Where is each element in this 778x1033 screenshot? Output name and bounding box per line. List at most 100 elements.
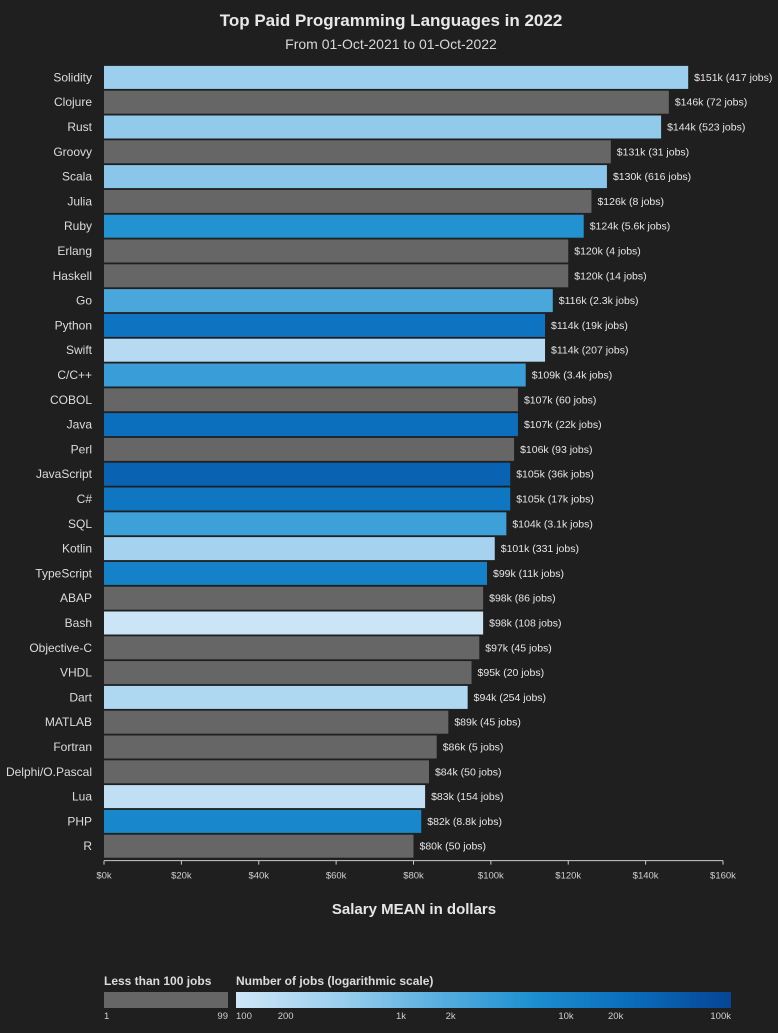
- category-label: R: [83, 839, 92, 853]
- value-label: $105k (17k jobs): [516, 494, 594, 506]
- bar-perl: [104, 437, 515, 461]
- value-label: $83k (154 jobs): [431, 791, 503, 803]
- x-tick-label: $40k: [248, 871, 269, 882]
- category-label: ABAP: [60, 591, 92, 605]
- x-tick-label: $0k: [96, 871, 112, 882]
- category-label: MATLAB: [45, 715, 92, 729]
- category-label: Erlang: [57, 244, 92, 258]
- value-label: $109k (3.4k jobs): [532, 370, 613, 382]
- bar-javascript: [104, 462, 511, 486]
- category-label: Rust: [67, 120, 92, 134]
- x-tick-label: $160k: [710, 871, 736, 882]
- value-label: $84k (50 jobs): [435, 766, 502, 778]
- bar-julia: [104, 189, 592, 213]
- bar-erlang: [104, 239, 569, 263]
- bar-sql: [104, 512, 507, 536]
- legend-scale-tick: 1k: [396, 1011, 406, 1022]
- x-axis: $0k $20k $40k $60k $80k $100k $120k $140k $160k: [96, 860, 736, 882]
- legend-gray-swatch: [104, 992, 228, 1008]
- category-label: Objective-C: [29, 641, 92, 655]
- category-label: TypeScript: [35, 566, 92, 580]
- value-label: $120k (14 jobs): [574, 270, 646, 282]
- bar-rust: [104, 115, 662, 139]
- value-label: $120k (4 jobs): [574, 246, 641, 258]
- value-label: $107k (22k jobs): [524, 419, 602, 431]
- x-tick-label: $80k: [403, 871, 424, 882]
- value-label: $146k (72 jobs): [675, 97, 747, 109]
- category-label: Scala: [62, 170, 92, 184]
- value-label: $130k (616 jobs): [613, 171, 691, 183]
- bar-matlab: [104, 710, 449, 734]
- value-label: $89k (45 jobs): [454, 717, 521, 729]
- legend-scale-tick: 20k: [608, 1011, 624, 1022]
- category-label: Python: [55, 318, 92, 332]
- category-label: Solidity: [53, 70, 92, 84]
- value-label: $95k (20 jobs): [478, 667, 545, 679]
- value-label: $99k (11k jobs): [493, 568, 564, 580]
- value-label: $80k (50 jobs): [420, 841, 487, 853]
- x-axis-label: Salary MEAN in dollars: [332, 901, 496, 918]
- category-label: Groovy: [53, 145, 92, 159]
- legend-gray-title: Less than 100 jobs: [104, 974, 212, 988]
- legend-scale-tick: 100: [236, 1011, 252, 1022]
- bar-dart: [104, 685, 468, 709]
- bar-cobol: [104, 388, 518, 412]
- category-label: Ruby: [64, 219, 92, 233]
- bar-haskell: [104, 264, 569, 288]
- value-label: $98k (86 jobs): [489, 593, 556, 605]
- value-label: $94k (254 jobs): [474, 692, 546, 704]
- value-label: $97k (45 jobs): [485, 642, 552, 654]
- category-label: Julia: [67, 194, 92, 208]
- bar-ruby: [104, 214, 584, 238]
- bar-java: [104, 413, 518, 437]
- chart-subtitle: From 01-Oct-2021 to 01-Oct-2022: [285, 36, 497, 52]
- bar-php: [104, 809, 422, 833]
- x-tick-label: $120k: [555, 871, 581, 882]
- value-label: $114k (207 jobs): [551, 345, 628, 357]
- bar-clojure: [104, 90, 669, 114]
- category-label: Perl: [71, 442, 92, 456]
- value-label: $114k (19k jobs): [551, 320, 628, 332]
- category-label: Dart: [69, 690, 92, 704]
- legend-scale-bar: [236, 992, 731, 1008]
- category-label: C/C++: [57, 368, 92, 382]
- bar-groovy: [104, 140, 611, 164]
- value-label: $82k (8.8k jobs): [427, 816, 502, 828]
- legend-gray-min: 1: [104, 1011, 109, 1022]
- value-label: $151k (417 jobs): [694, 72, 772, 84]
- bar-kotlin: [104, 537, 495, 561]
- category-label: SQL: [68, 517, 92, 531]
- legend-gray-max: 99: [217, 1011, 228, 1022]
- bar-scala: [104, 165, 607, 189]
- value-label: $98k (108 jobs): [489, 618, 561, 630]
- legend-scale-tick: 100k: [710, 1011, 731, 1022]
- legend-scale-ticks: 100 200 1k 2k 10k 20k 100k: [236, 1011, 731, 1022]
- x-tick-label: $20k: [171, 871, 192, 882]
- category-label: JavaScript: [36, 467, 93, 481]
- value-label: $116k (2.3k jobs): [559, 295, 639, 307]
- value-label: $105k (36k jobs): [516, 469, 594, 481]
- category-label: Fortran: [53, 740, 92, 754]
- bar-c-: [104, 487, 511, 511]
- value-label: $131k (31 jobs): [617, 146, 689, 158]
- x-tick-label: $140k: [633, 871, 659, 882]
- legend: Less than 100 jobs 1 99 Number of jobs (…: [104, 974, 731, 1022]
- bar-abap: [104, 586, 484, 610]
- category-label: C#: [77, 492, 93, 506]
- category-label: COBOL: [50, 393, 92, 407]
- bar-go: [104, 289, 553, 313]
- category-label: VHDL: [60, 666, 92, 680]
- category-label: Bash: [65, 616, 92, 630]
- value-label: $144k (523 jobs): [667, 122, 745, 134]
- bar-typescript: [104, 561, 488, 585]
- chart-title: Top Paid Programming Languages in 2022: [220, 11, 563, 30]
- category-label: Java: [67, 418, 93, 432]
- legend-scale-tick: 200: [278, 1011, 294, 1022]
- value-label: $86k (5 jobs): [443, 742, 504, 754]
- category-label: Kotlin: [62, 542, 92, 556]
- bar-vhdl: [104, 661, 472, 685]
- category-label: Delphi/O.Pascal: [6, 765, 92, 779]
- legend-scale-title: Number of jobs (logarithmic scale): [236, 974, 433, 988]
- bar-swift: [104, 338, 546, 362]
